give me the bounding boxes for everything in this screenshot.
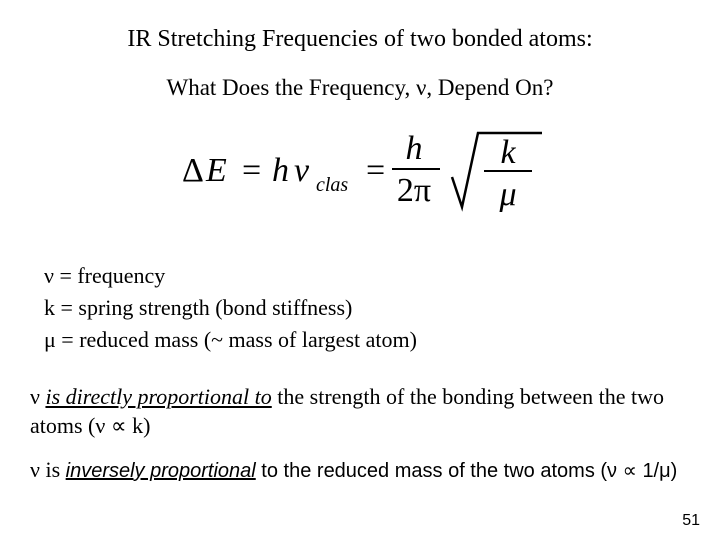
p1-nu: ν — [30, 384, 40, 409]
eq-h2: h — [406, 130, 423, 167]
eq-mu: μ — [498, 176, 516, 213]
def-nu-sym: ν — [44, 263, 54, 288]
eq-h1: h — [272, 152, 289, 189]
slide-title: IR Stretching Frequencies of two bonded … — [30, 26, 690, 53]
def-nu-txt: = frequency — [54, 263, 165, 288]
equation-block: Δ E = h ν clas = h 2π k μ — [30, 119, 690, 224]
def-k-sym: k — [44, 295, 55, 320]
p2-is: is — [40, 457, 66, 482]
def-frequency: ν = frequency — [44, 260, 690, 292]
def-mu-sym: μ — [44, 327, 56, 352]
paragraph-inverse: ν is inversely proportional to the reduc… — [30, 455, 690, 485]
def-spring: k = spring strength (bond stiffness) — [44, 292, 690, 324]
slide: IR Stretching Frequencies of two bonded … — [0, 0, 720, 540]
p2-body: to the reduced mass of the two atoms ( — [256, 460, 607, 482]
def-k-txt: = spring strength (bond stiffness) — [55, 295, 352, 320]
eq-delta: Δ — [182, 152, 204, 189]
p1-prop: ∝ — [105, 413, 132, 438]
subtitle-pre: What Does the Frequency, — [166, 75, 416, 100]
eq-clas: clas — [316, 174, 348, 196]
def-mu-txt: = reduced mass (~ mass of largest atom) — [56, 327, 417, 352]
eq-k: k — [500, 134, 516, 171]
definitions: ν = frequency k = spring strength (bond … — [44, 260, 690, 356]
p2-inv: 1/ — [642, 460, 659, 482]
paragraph-direct: ν is directly proportional to the streng… — [30, 382, 690, 441]
p2-prop: ∝ — [617, 460, 642, 482]
p1-k: k — [132, 413, 143, 438]
p1-nu2: ν — [95, 413, 105, 438]
p1-phrase: is directly proportional to — [45, 384, 271, 409]
p2-nu: ν — [30, 457, 40, 482]
p2-phrase: inversely proportional — [66, 460, 256, 482]
p2-close: ) — [671, 460, 678, 482]
eq-eq2: = — [366, 152, 385, 189]
p2-nu2: ν — [607, 460, 617, 482]
equation-svg: Δ E = h ν clas = h 2π k μ — [170, 119, 550, 219]
subtitle-nu: ν — [416, 75, 426, 100]
p1-close: ) — [143, 413, 150, 438]
def-mass: μ = reduced mass (~ mass of largest atom… — [44, 324, 690, 356]
p2-mu: μ — [659, 460, 671, 482]
eq-nu: ν — [294, 152, 310, 189]
eq-2pi: 2π — [397, 172, 431, 209]
subtitle-post: , Depend On? — [426, 75, 553, 100]
eq-eq1: = — [242, 152, 261, 189]
eq-E: E — [205, 152, 227, 189]
slide-subtitle: What Does the Frequency, ν, Depend On? — [30, 75, 690, 101]
page-number: 51 — [682, 512, 700, 530]
